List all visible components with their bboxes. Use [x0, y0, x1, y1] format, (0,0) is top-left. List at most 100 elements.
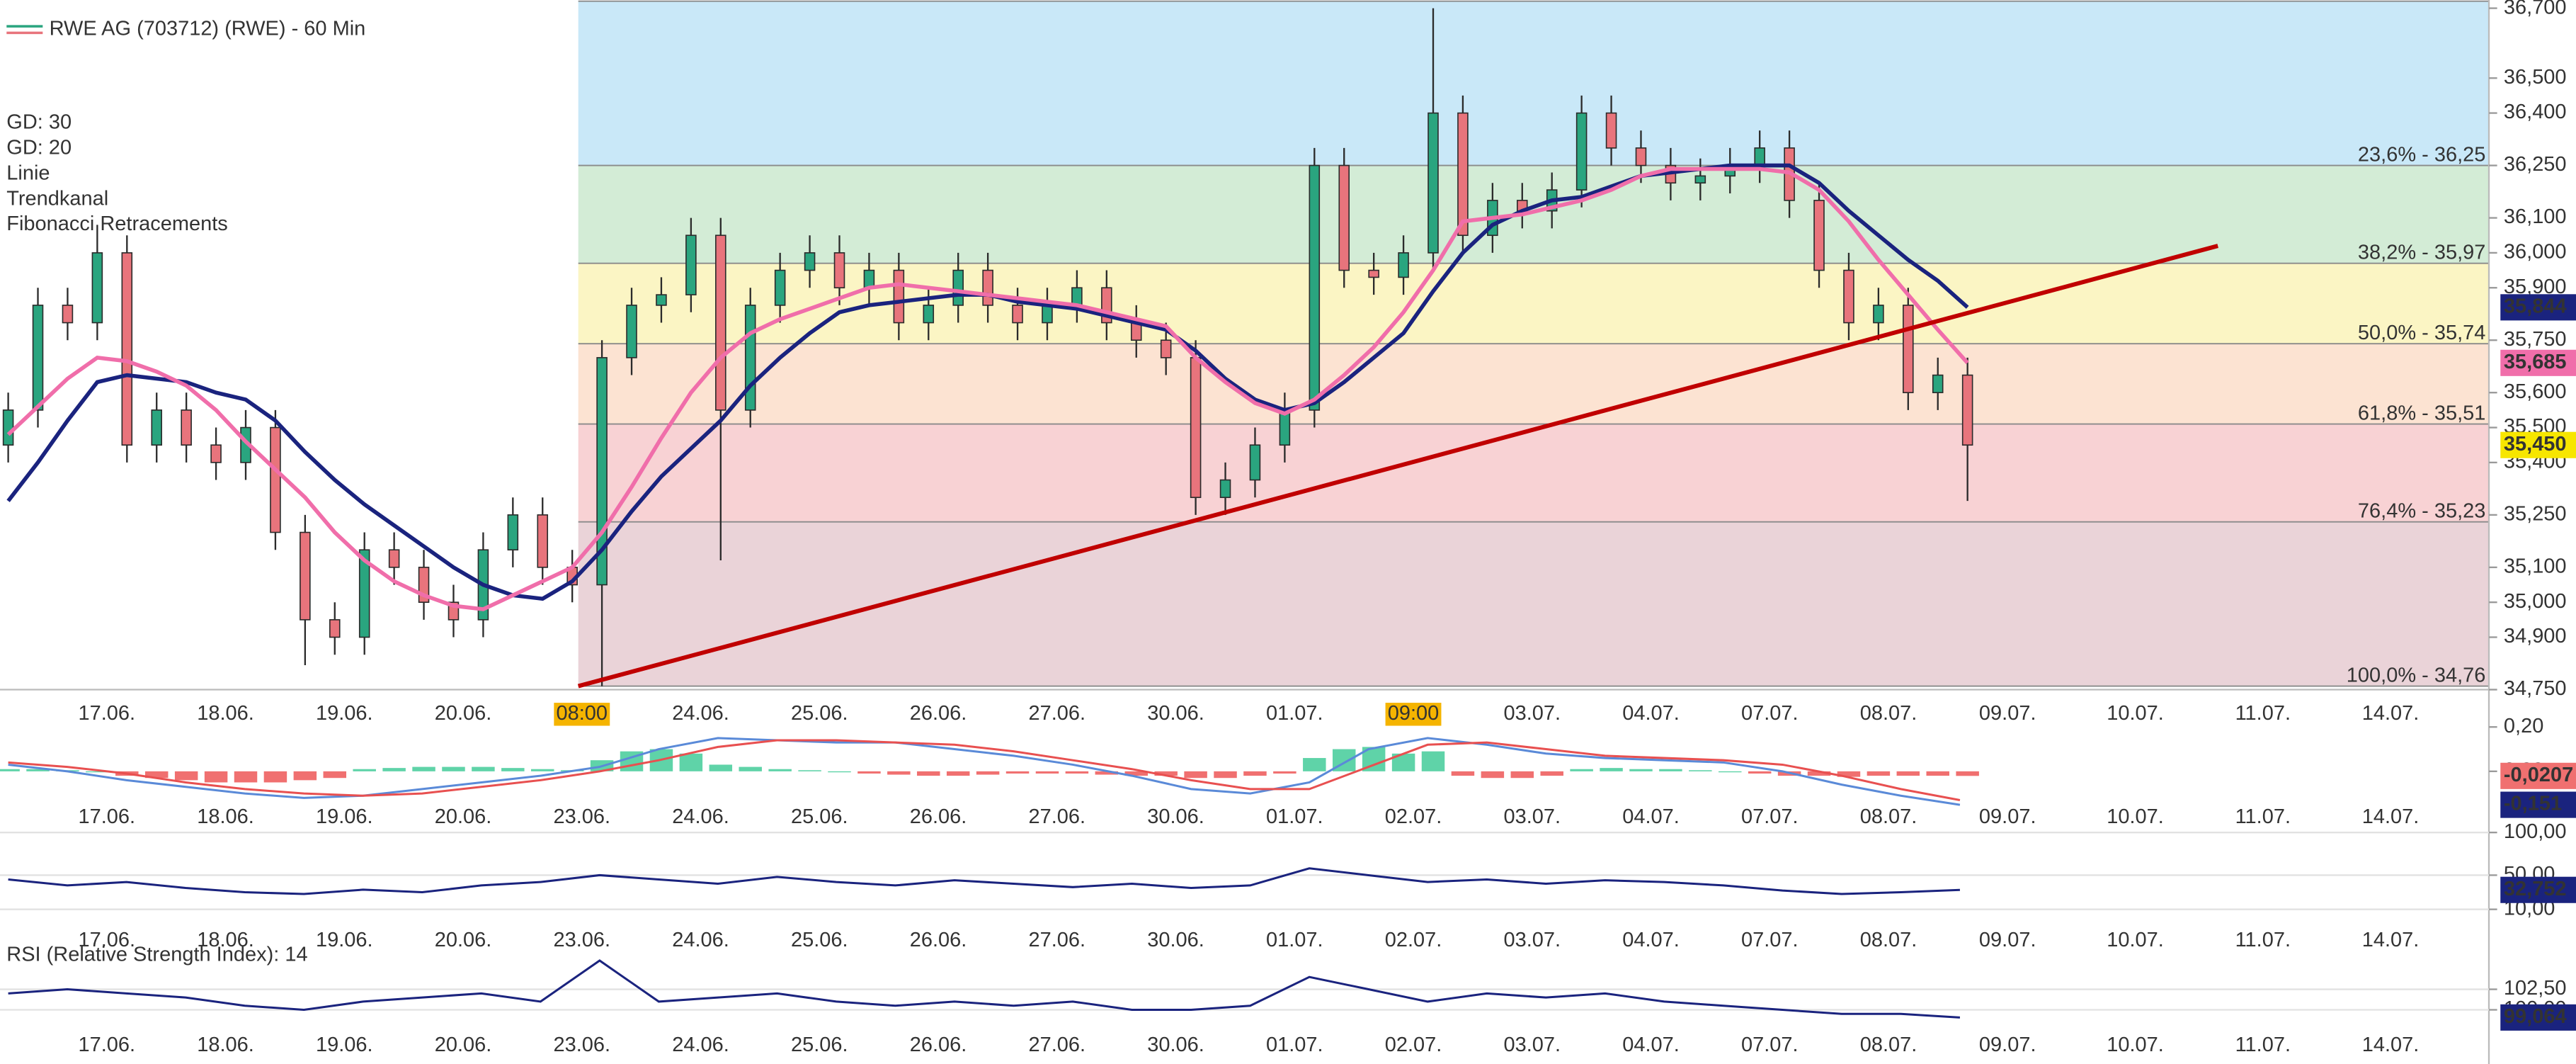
- x-tick-label: 09.07.: [1979, 702, 2036, 725]
- histogram-bar: [1837, 771, 1861, 777]
- candle-body: [300, 531, 311, 621]
- candle-body: [923, 305, 935, 324]
- value-badge-bg: [2500, 349, 2576, 376]
- histogram-bar: [323, 771, 347, 779]
- x-tick-label: 08.07.: [1860, 702, 1917, 725]
- price-badge: 35,450: [2504, 433, 2567, 455]
- candle-body: [329, 619, 341, 638]
- histogram-bar: [1154, 771, 1178, 776]
- histogram-bar: [946, 771, 970, 776]
- candle-body: [1843, 269, 1854, 324]
- histogram-bar: [1540, 771, 1563, 776]
- x-tick-label: 03.07.: [1503, 805, 1561, 828]
- candle-body: [537, 514, 549, 568]
- histogram-bar: [1867, 771, 1891, 776]
- histogram-bar: [739, 766, 762, 771]
- candle-body: [1427, 112, 1439, 254]
- y-tick-label: 36,100: [2504, 205, 2567, 228]
- x-tick-label: 10.07.: [2107, 805, 2164, 828]
- histogram-bar: [86, 771, 109, 773]
- candle-body: [952, 269, 964, 306]
- value-badge-bg: [2500, 294, 2576, 321]
- histogram-bar: [1896, 771, 1920, 776]
- value-badge: -0,0207: [2504, 764, 2573, 786]
- candle-body: [1605, 112, 1617, 149]
- x-tick-label: 20.06.: [435, 929, 492, 951]
- fib-label: 100,0% - 34,76: [2347, 664, 2486, 686]
- y-tick-label: 36,000: [2504, 241, 2567, 264]
- x-tick-label: 25.06.: [791, 929, 848, 951]
- price-badge-bg: [2500, 431, 2576, 458]
- x-tick-label: 10.07.: [2107, 702, 2164, 725]
- histogram-bar: [1184, 771, 1207, 779]
- x-tick-label: 09.07.: [1979, 805, 2036, 828]
- legend-entry: Linie: [6, 162, 50, 184]
- histogram-bar: [857, 771, 881, 774]
- y-tick-label: 0,20: [2504, 715, 2543, 737]
- candle-body: [1071, 287, 1083, 306]
- x-tick-label: 24.06.: [672, 805, 729, 828]
- histogram-bar: [442, 766, 465, 771]
- histogram-bar: [1659, 769, 1682, 771]
- histogram-bar: [917, 771, 940, 776]
- histogram-bar: [768, 769, 792, 771]
- y-tick-label: 102,50: [2504, 977, 2567, 1000]
- line: [8, 867, 1961, 895]
- x-tick-label: 09.07.: [1979, 1034, 2036, 1056]
- x-tick-label: 07.07.: [1741, 702, 1799, 725]
- histogram-bar: [1600, 768, 1623, 771]
- candle-body: [91, 252, 103, 324]
- y-tick-label: 35,000: [2504, 590, 2567, 613]
- y-tick-label: 36,700: [2504, 0, 2567, 18]
- x-tick-label: 11.07.: [2235, 929, 2291, 951]
- x-tick-label: 07.07.: [1741, 805, 1799, 828]
- line: [8, 959, 1961, 1019]
- histogram-bar: [0, 769, 20, 771]
- candle-body: [1368, 269, 1379, 278]
- x-tick-label: 25.06.: [791, 805, 848, 828]
- line: [6, 166, 1969, 611]
- x-tick-label: 01.07.: [1266, 1034, 1323, 1056]
- histogram-bar: [1926, 771, 1949, 776]
- x-tick-label: 17.06.: [79, 702, 136, 725]
- candle-body: [1694, 175, 1706, 184]
- histogram-bar: [501, 768, 525, 771]
- candle-body: [1457, 112, 1469, 237]
- candle-body: [1813, 200, 1825, 271]
- histogram-bar: [412, 766, 435, 771]
- value-badge-bg: [2500, 791, 2576, 818]
- histogram-bar: [353, 769, 376, 771]
- x-tick-label: 30.06.: [1147, 1034, 1204, 1056]
- x-tick-label: 18.06.: [197, 805, 254, 828]
- value-badge: -0,151: [2504, 793, 2562, 815]
- x-tick-label: 11.07.: [2235, 805, 2291, 828]
- candle-body: [1932, 374, 1944, 394]
- x-tick-label: 20.06.: [435, 805, 492, 828]
- histogram-bar: [1273, 771, 1296, 774]
- legend-entry: Trendkanal: [6, 187, 108, 210]
- x-tick-label: 23.06.: [554, 929, 611, 951]
- x-tick-label: 11.07.: [2235, 702, 2291, 725]
- x-tick-label: 01.07.: [1266, 929, 1323, 951]
- x-tick-label: 04.07.: [1622, 1034, 1680, 1056]
- candle-body: [388, 549, 400, 568]
- histogram-bar: [1570, 769, 1593, 771]
- x-tick-label: 11.07.: [2235, 1034, 2291, 1056]
- y-tick-label: 36,400: [2504, 101, 2567, 123]
- fib-band: [578, 521, 2490, 686]
- histogram-bar: [1451, 771, 1475, 776]
- x-tick-label: 20.06.: [435, 1034, 492, 1056]
- histogram-bar: [1689, 770, 1712, 771]
- candle-body: [626, 305, 637, 358]
- histogram-bar: [679, 753, 703, 771]
- y-tick-label: 100,00: [2504, 820, 2567, 843]
- candle-body: [1903, 305, 1914, 394]
- x-tick-label: 30.06.: [1147, 702, 1204, 725]
- candle-body: [1160, 339, 1172, 358]
- fib-label: 76,4% - 35,23: [2358, 499, 2485, 522]
- value-badge: 35,844: [2504, 295, 2567, 318]
- fib-band: [578, 424, 2490, 522]
- value-badge: 32,752: [2504, 878, 2567, 900]
- y-tick-label: 35,250: [2504, 503, 2567, 526]
